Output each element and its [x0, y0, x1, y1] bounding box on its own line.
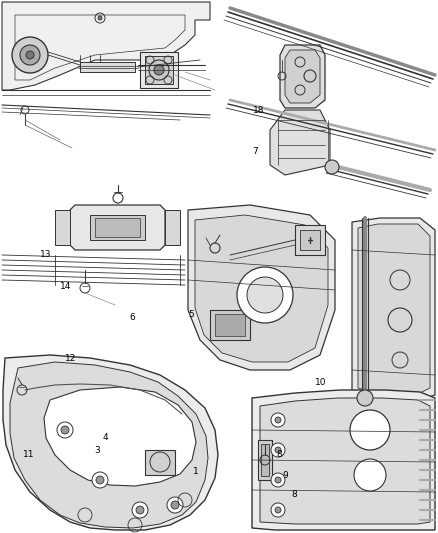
Text: 8: 8	[291, 490, 297, 498]
Circle shape	[325, 160, 339, 174]
Circle shape	[61, 426, 69, 434]
Circle shape	[271, 413, 285, 427]
Circle shape	[96, 476, 104, 484]
Text: 6: 6	[129, 313, 135, 321]
Polygon shape	[280, 45, 325, 108]
Polygon shape	[55, 210, 70, 245]
Circle shape	[98, 16, 102, 20]
Circle shape	[275, 477, 281, 483]
Text: 10: 10	[315, 378, 327, 387]
Circle shape	[132, 502, 148, 518]
Bar	[258, 440, 272, 480]
Circle shape	[92, 472, 108, 488]
Polygon shape	[188, 205, 335, 370]
Text: 18: 18	[253, 107, 265, 115]
Circle shape	[350, 410, 390, 450]
Circle shape	[57, 422, 73, 438]
Polygon shape	[352, 218, 435, 400]
Polygon shape	[252, 390, 435, 530]
Circle shape	[237, 267, 293, 323]
Polygon shape	[3, 355, 218, 530]
Circle shape	[275, 507, 281, 513]
Polygon shape	[195, 215, 328, 362]
Polygon shape	[270, 110, 330, 175]
Text: 14: 14	[60, 282, 72, 291]
Text: 5: 5	[188, 310, 194, 319]
Circle shape	[149, 60, 169, 80]
Polygon shape	[10, 362, 208, 528]
Text: 7: 7	[252, 148, 258, 156]
Polygon shape	[2, 2, 210, 90]
Polygon shape	[300, 230, 320, 250]
Circle shape	[275, 417, 281, 423]
Polygon shape	[295, 225, 325, 255]
Polygon shape	[80, 62, 135, 72]
Text: 11: 11	[23, 450, 34, 458]
Circle shape	[357, 390, 373, 406]
Text: 13: 13	[40, 251, 52, 259]
Text: 9: 9	[283, 472, 288, 480]
Circle shape	[136, 506, 144, 514]
Circle shape	[167, 497, 183, 513]
Circle shape	[154, 65, 164, 75]
Polygon shape	[358, 224, 430, 394]
Circle shape	[354, 459, 386, 491]
Bar	[95, 218, 140, 237]
Polygon shape	[165, 210, 180, 245]
Text: 4: 4	[103, 433, 109, 441]
Text: 3: 3	[94, 446, 100, 455]
Bar	[90, 215, 145, 240]
Circle shape	[171, 501, 179, 509]
Polygon shape	[44, 387, 196, 486]
Bar	[261, 444, 269, 476]
Polygon shape	[140, 52, 178, 88]
Text: 1: 1	[193, 467, 198, 476]
Circle shape	[271, 473, 285, 487]
Text: 8: 8	[276, 450, 282, 458]
Bar	[210, 310, 250, 340]
Circle shape	[26, 51, 34, 59]
Polygon shape	[145, 450, 175, 475]
Circle shape	[271, 443, 285, 457]
Circle shape	[271, 503, 285, 517]
Polygon shape	[285, 50, 320, 103]
Polygon shape	[260, 398, 430, 524]
Circle shape	[12, 37, 48, 73]
Circle shape	[20, 45, 40, 65]
Polygon shape	[145, 56, 173, 84]
Bar	[215, 314, 245, 336]
Circle shape	[247, 277, 283, 313]
Text: 12: 12	[65, 354, 76, 362]
Circle shape	[275, 447, 281, 453]
Polygon shape	[70, 205, 165, 250]
